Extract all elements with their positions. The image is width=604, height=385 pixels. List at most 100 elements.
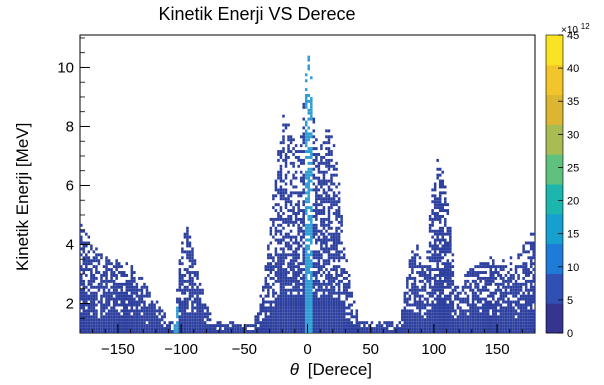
heatmap-cell [492,291,495,295]
heatmap-cell [433,282,437,286]
heatmap-cell [191,291,194,295]
heatmap-cell [163,330,166,333]
x-tick-label: 100 [421,341,446,358]
heatmap-cell [497,324,500,328]
heatmap-cell [504,330,508,333]
heatmap-cell [294,265,298,269]
heatmap-cell [186,321,189,325]
heatmap-cell [444,285,447,289]
heatmap-cell [292,176,295,180]
heatmap-cell [449,271,452,274]
colorbar-tick-label: 5 [567,295,573,307]
heatmap-cell [284,256,288,260]
heatmap-cell [456,285,460,289]
heatmap-cell [411,321,414,325]
heatmap-cell [112,300,116,304]
heatmap-cell [310,271,313,274]
heatmap-cell [479,271,482,274]
heatmap-cell [310,318,313,322]
heatmap-cell [529,247,533,251]
heatmap-cell [474,303,477,307]
heatmap-cell [416,265,419,269]
heatmap-cell [315,158,318,162]
heatmap-cell [431,220,434,224]
heatmap-cell [307,297,311,301]
heatmap-cell [499,321,503,325]
heatmap-cell [277,321,280,325]
heatmap-cell [451,300,455,304]
heatmap-cell [173,330,177,333]
heatmap-cell [150,327,154,331]
heatmap-cell [337,256,341,260]
heatmap-cell [421,315,424,319]
heatmap-cell [282,235,285,239]
heatmap-cell [284,306,288,310]
heatmap-cell [476,265,480,269]
heatmap-cell [279,173,283,177]
heatmap-cell [529,327,533,331]
heatmap-cell [158,321,161,325]
heatmap-cell [335,268,338,272]
heatmap-cell [234,324,237,328]
heatmap-cell [395,327,399,331]
heatmap-cell [282,179,285,183]
heatmap-cell [322,212,326,215]
heatmap-cell [393,327,396,331]
heatmap-cell [102,271,106,274]
heatmap-cell [299,191,303,195]
heatmap-cell [85,253,88,257]
heatmap-cell [519,285,523,289]
heatmap-cell [307,99,311,103]
heatmap-cell [294,185,298,189]
heatmap-cell [256,321,260,325]
heatmap-cell [277,241,280,245]
heatmap-cell [297,212,300,215]
heatmap-cell [322,259,326,263]
heatmap-cell [105,285,108,289]
heatmap-cell [102,285,106,289]
heatmap-cell [178,279,182,283]
heatmap-cell [444,327,447,331]
heatmap-cell [191,250,194,254]
heatmap-cell [317,253,321,257]
heatmap-cell [304,312,308,316]
heatmap-cell [130,276,134,280]
heatmap-cell [315,288,318,292]
heatmap-cell [287,324,290,328]
heatmap-cell [307,58,311,62]
heatmap-cell [191,315,194,319]
heatmap-cell [330,226,333,230]
heatmap-cell [438,185,442,189]
heatmap-cell [459,327,462,331]
heatmap-cell [327,247,331,251]
heatmap-cell [105,300,108,304]
heatmap-cell [408,273,412,277]
heatmap-cell [269,271,273,274]
heatmap-cell [411,330,414,333]
heatmap-cell [302,138,305,142]
heatmap-cell [304,73,308,77]
heatmap-cell [115,315,118,319]
colorbar-tick-label: 10 [567,262,579,274]
heatmap-cell [307,303,311,307]
heatmap-cell [87,294,91,298]
heatmap-cell [502,279,505,283]
heatmap-cell [325,288,328,292]
heatmap-cell [188,241,192,245]
heatmap-cell [165,324,169,328]
heatmap-cell [527,291,530,295]
heatmap-cell [481,265,485,269]
heatmap-cell [284,161,288,165]
heatmap-cell [310,99,313,103]
heatmap-cell [297,223,300,227]
heatmap-cell [411,288,414,292]
heatmap-cell [322,262,326,266]
heatmap-cell [322,200,326,204]
heatmap-cell [211,324,214,328]
heatmap-cell [337,182,341,186]
heatmap-cell [484,318,487,322]
heatmap-cell [315,306,318,310]
heatmap-cell [310,259,313,263]
heatmap-cell [428,214,432,218]
heatmap-cell [279,306,283,310]
